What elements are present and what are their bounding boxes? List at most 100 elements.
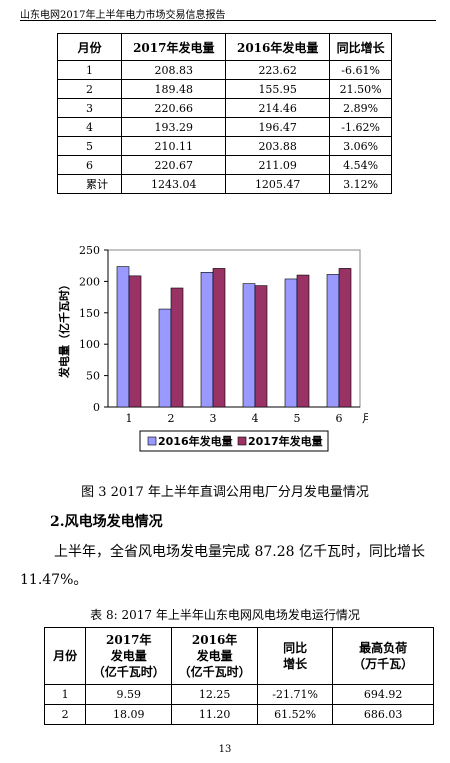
y-tick-label: 150 bbox=[79, 307, 100, 320]
column-header: 2017年 发电量 （亿千瓦时） bbox=[85, 627, 173, 685]
column-header: 同比增长 bbox=[257, 627, 334, 685]
table-cell: 12.25 bbox=[171, 684, 259, 705]
bar-2016 bbox=[158, 308, 172, 408]
column-header-line: 2017年 bbox=[106, 633, 152, 647]
legend-label: 2016年发电量 bbox=[158, 434, 233, 448]
table-cell: 223.62 bbox=[225, 60, 331, 80]
table-cell: 196.47 bbox=[225, 117, 331, 137]
plot-area bbox=[107, 249, 361, 408]
column-header: 2017年发电量 bbox=[121, 33, 227, 61]
table-row: 1 208.83 223.62 -6.61% bbox=[56, 60, 392, 80]
bar-2017 bbox=[212, 268, 226, 408]
header-divider bbox=[20, 20, 436, 21]
table-cell: 5 bbox=[56, 136, 123, 156]
table-cell: 3.06% bbox=[329, 136, 392, 156]
table-cell: 4 bbox=[56, 117, 123, 137]
table-cell: -6.61% bbox=[329, 60, 392, 80]
table-cell: 694.92 bbox=[332, 684, 434, 705]
table-cell: 211.09 bbox=[225, 155, 331, 175]
bar-2017 bbox=[254, 285, 268, 408]
column-header-line: 2016年 bbox=[191, 633, 238, 647]
y-tick-label: 100 bbox=[79, 338, 100, 351]
bar-2017 bbox=[338, 268, 352, 408]
monthly-generation-chart: 0 50 100 150 200 250 1 2 3 4 5 6 月份 发电量（亿千瓦时） 2016年发电量… bbox=[57, 244, 368, 452]
paragraph-text: 上半年，全省风电场发电量完成 87.28 亿千瓦时，同比增长 11.47%。 bbox=[20, 544, 425, 588]
column-header: 月份 bbox=[43, 627, 87, 685]
table-cell: 61.52% bbox=[257, 704, 334, 725]
y-tick-label: 250 bbox=[79, 244, 100, 257]
table-cell: 6 bbox=[56, 155, 123, 175]
table-cell: 11.20 bbox=[171, 704, 259, 725]
section-heading: 2.风电场发电情况 bbox=[50, 514, 163, 530]
table-row: 5 210.11 203.88 3.06% bbox=[56, 136, 392, 156]
column-header: 最高负荷 （万千瓦） bbox=[332, 627, 434, 685]
monthly-generation-table: 月份 2017年发电量 2016年发电量 同比增长 1 208.83 223.62-… bbox=[56, 33, 392, 194]
table-cell: 155.95 bbox=[225, 79, 331, 99]
x-tick-label: 1 bbox=[126, 412, 133, 425]
bar-2016 bbox=[284, 278, 298, 408]
table-cell: 220.66 bbox=[121, 98, 227, 118]
table-cell: 203.88 bbox=[225, 136, 331, 156]
table-cell: -21.71% bbox=[257, 684, 334, 705]
table-cell: 220.67 bbox=[121, 155, 227, 175]
table-header-row: 月份 2017年 发电量 （亿千瓦时） 2016年发电量 （亿千瓦时） 同比增长 最高负荷 （万… bbox=[43, 627, 434, 685]
wind-farm-table: 月份 2017年 发电量 （亿千瓦时） 2016年发电量 （亿千瓦时） 同比增长 最高负荷 （万… bbox=[43, 627, 434, 725]
table-cell: 21.50% bbox=[329, 79, 392, 99]
table-cell: 2.89% bbox=[329, 98, 392, 118]
y-tick-label: 0 bbox=[93, 401, 100, 414]
x-tick-label: 2 bbox=[168, 412, 175, 425]
table-cell: 1243.04 bbox=[121, 174, 227, 194]
column-header-line: 同比 bbox=[283, 641, 308, 655]
body-paragraph: 上半年，全省风电场发电量完成 87.28 亿千瓦时，同比增长 11.47%。 bbox=[20, 538, 438, 594]
column-header: 2016年 发电量 （亿千瓦时） bbox=[171, 627, 259, 685]
legend-swatch bbox=[237, 436, 247, 446]
column-header-line: （亿千瓦时） bbox=[92, 665, 165, 679]
bar-2016 bbox=[200, 272, 214, 408]
legend-label: 2017年发电量 bbox=[248, 434, 323, 448]
table-cell: 214.46 bbox=[225, 98, 331, 118]
bar-2017 bbox=[296, 274, 310, 408]
table-header-row: 月份 2017年发电量 2016年发电量 同比增长 bbox=[56, 33, 392, 61]
x-tick-label: 4 bbox=[252, 412, 259, 425]
table-cell: 3 bbox=[56, 98, 123, 118]
table-cell: 208.83 bbox=[121, 60, 227, 80]
table-cell: 累计 bbox=[56, 174, 123, 194]
table-cell: 9.59 bbox=[85, 684, 173, 705]
table-cell: -1.62% bbox=[329, 117, 392, 137]
y-axis-label: 发电量（亿千瓦时） bbox=[57, 279, 71, 379]
table-row: 2 18.09 11.20 61.52% 686.03 bbox=[43, 704, 434, 725]
legend-box bbox=[139, 430, 329, 452]
table-cell: 210.11 bbox=[121, 136, 227, 156]
y-tick-label: 50 bbox=[86, 370, 100, 383]
bar-2016 bbox=[242, 283, 256, 408]
column-header: 月份 bbox=[56, 33, 123, 61]
bar-2017 bbox=[128, 275, 142, 408]
bar-2017 bbox=[170, 287, 184, 408]
column-header-line: 发电量 bbox=[196, 649, 233, 663]
table-row: 累计 1243.04 1205.47 3.12% bbox=[56, 174, 392, 194]
column-header-line: 增长 bbox=[283, 657, 308, 671]
table-row: 1 9.59 12.25 -21.71% 694.92 bbox=[43, 684, 434, 705]
bar-2016 bbox=[326, 274, 340, 408]
page-number: 13 bbox=[218, 744, 232, 755]
page-header: 山东电网2017年上半年电力市场交易信息报告 bbox=[20, 10, 226, 21]
x-tick-label: 6 bbox=[336, 412, 343, 425]
column-header-line: 最高负荷 bbox=[359, 641, 408, 655]
column-header-line: （万千瓦） bbox=[353, 657, 414, 671]
figure-caption: 图 3 2017 年上半年直调公用电厂分月发电量情况 bbox=[81, 485, 369, 500]
table-cell: 1205.47 bbox=[225, 174, 331, 194]
table-cell: 3.12% bbox=[329, 174, 392, 194]
x-tick-label: 5 bbox=[294, 412, 301, 425]
table-cell: 1 bbox=[43, 684, 87, 705]
table-cell: 4.54% bbox=[329, 155, 392, 175]
table-cell: 189.48 bbox=[121, 79, 227, 99]
column-header-line: 月份 bbox=[53, 649, 78, 663]
table-row: 3 220.66 214.46 2.89% bbox=[56, 98, 392, 118]
table-caption: 表 8: 2017 年上半年山东电网风电场发电运行情况 bbox=[90, 608, 360, 622]
table-cell: 1 bbox=[56, 60, 123, 80]
column-header: 2016年发电量 bbox=[225, 33, 331, 61]
table-cell: 2 bbox=[43, 704, 87, 725]
table-cell: 18.09 bbox=[85, 704, 173, 725]
table-cell: 193.29 bbox=[121, 117, 227, 137]
table-row: 4 193.29 196.47 -1.62% bbox=[56, 117, 392, 137]
